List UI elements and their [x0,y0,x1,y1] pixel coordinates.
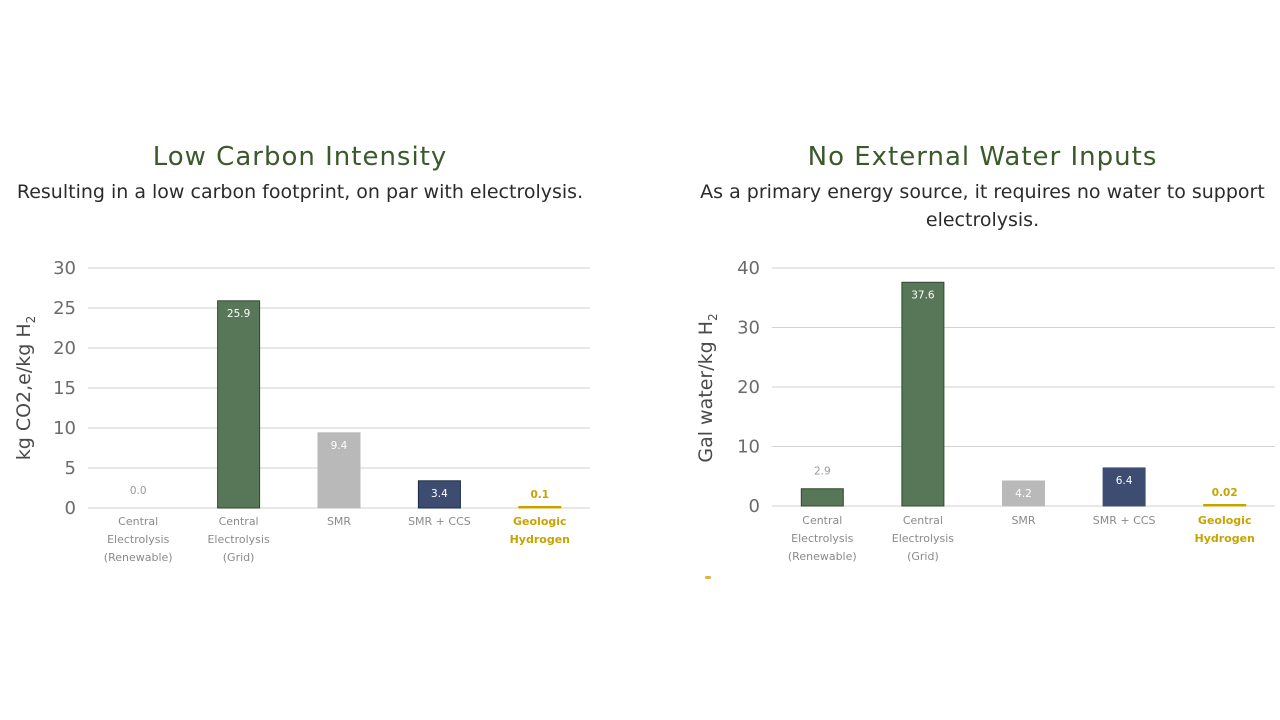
value-label-1: 25.9 [227,308,250,320]
category-label-4: Geologic [1198,514,1252,527]
category-label-0: (Renewable) [104,551,173,564]
bar-0 [800,488,844,507]
decorative-dot [705,576,711,579]
category-label-1: (Grid) [907,550,939,563]
y-tick-label: 10 [53,418,76,439]
category-label-1: Central [903,514,943,527]
value-label-1: 37.6 [911,289,935,301]
bar-2 [317,432,361,509]
value-label-0: 0.0 [130,485,147,497]
water-chart-title: No External Water Inputs [807,142,1158,172]
value-label-2: 9.4 [331,440,348,452]
value-label-4: 0.02 [1212,487,1238,499]
category-label-2: SMR [327,515,351,528]
y-tick-label: 20 [737,377,760,398]
value-label-0: 2.9 [814,466,831,478]
y-tick-label: 30 [53,258,76,279]
bar-1 [901,281,945,507]
y-tick-label: 20 [53,338,76,359]
y-tick-label: 10 [737,437,760,458]
bar-3 [417,480,461,509]
y-axis-label: kg CO2,e/kg H2 [13,316,38,461]
carbon-chart-subtitle: Resulting in a low carbon footprint, on … [16,181,584,203]
category-label-3: SMR + CCS [408,515,471,528]
y-tick-label: 0 [749,496,760,517]
category-label-4: Hydrogen [510,533,570,546]
category-label-4: Hydrogen [1194,532,1254,545]
water-inputs-chart: 0 10 20 30 40 Gal water/kg H2 2.9 Central Electr… [695,258,1275,563]
value-label-3: 3.4 [431,488,448,500]
y-tick-label: 15 [53,378,76,399]
category-label-1: Electrolysis [892,532,954,545]
y-tick-label: 40 [737,258,760,279]
value-label-3: 6.4 [1116,475,1133,487]
y-tick-label: 25 [53,298,76,319]
category-label-1: Electrolysis [207,533,269,546]
y-tick-label: 0 [65,498,76,519]
carbon-intensity-panel: Low Carbon Intensity Resulting in a low … [13,142,590,564]
y-axis-label: Gal water/kg H2 [695,313,720,462]
value-label-4: 0.1 [530,489,549,501]
category-label-3: SMR + CCS [1093,514,1156,527]
water-inputs-panel: No External Water Inputs As a primary en… [640,0,1280,720]
category-label-0: Central [802,514,842,527]
category-label-0: Electrolysis [107,533,169,546]
bar-1 [217,300,261,509]
bar-2 [1002,480,1045,507]
y-tick-label: 30 [737,318,760,339]
water-chart-subtitle: As a primary energy source, it requires … [700,181,1265,231]
y-tick-label: 5 [65,458,76,479]
carbon-intensity-chart: 0 5 10 15 20 25 30 kg CO2,e/kg H2 0.0 Central Elec… [13,258,590,564]
bar-4 [1203,504,1247,507]
category-label-1: Central [219,515,259,528]
carbon-chart-title: Low Carbon Intensity [152,142,448,172]
category-label-0: Central [118,515,158,528]
category-label-0: (Renewable) [788,550,857,563]
value-label-2: 4.2 [1015,488,1032,500]
category-label-0: Electrolysis [791,532,853,545]
category-label-2: SMR [1011,514,1035,527]
bar-4 [518,506,562,509]
category-label-1: (Grid) [223,551,255,564]
bar-3 [1102,467,1146,507]
category-label-4: Geologic [513,515,567,528]
